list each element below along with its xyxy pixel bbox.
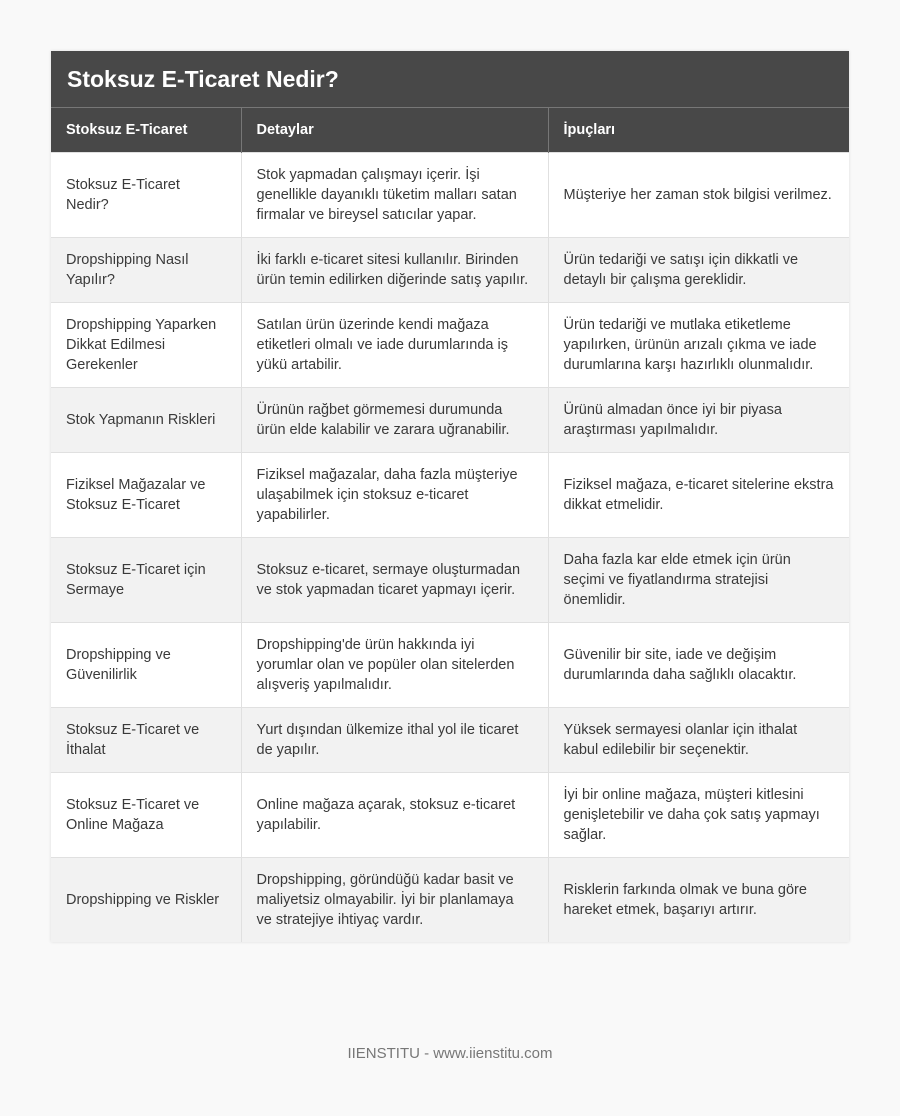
cell-tips: Güvenilir bir site, iade ve değişim duru… <box>547 622 849 708</box>
table-row: Dropshipping ve Riskler Dropshipping, gör… <box>51 857 849 942</box>
header-row: Stoksuz E-Ticaret Detaylar İpuçları <box>51 108 849 153</box>
footer-credit: IIENSTITU - www.iienstitu.com <box>347 1045 553 1062</box>
cell-topic: Dropshipping ve Riskler <box>51 857 241 942</box>
data-table: Stoksuz E-Ticaret Detaylar İpuçları Stok… <box>51 108 849 942</box>
table-row: Dropshipping ve Güvenilirlik Dropshipping… <box>51 622 849 708</box>
cell-tips: Daha fazla kar elde etmek için ürün seçi… <box>547 537 849 623</box>
cell-details: Fiziksel mağazalar, daha fazla müşteriye… <box>240 452 548 538</box>
table-row: Dropshipping Nasıl Yapılır? İki farklı e-… <box>51 237 849 303</box>
table-row: Stoksuz E-Ticaret ve Online Mağaza Online… <box>51 772 849 858</box>
cell-topic: Dropshipping ve Güvenilirlik <box>51 622 241 708</box>
cell-details: Online mağaza açarak, stoksuz e-ticaret … <box>240 772 548 858</box>
cell-details: Dropshipping, göründüğü kadar basit ve m… <box>240 857 548 942</box>
cell-topic: Stoksuz E-Ticaret ve Online Mağaza <box>51 772 241 858</box>
cell-topic: Stok Yapmanın Riskleri <box>51 387 241 453</box>
cell-details: Satılan ürün üzerinde kendi mağaza etike… <box>240 302 548 388</box>
cell-details: Stok yapmadan çalışmayı içerir. İşi gene… <box>240 152 548 238</box>
cell-topic: Stoksuz E-Ticaret için Sermaye <box>51 537 241 623</box>
table-row: Stoksuz E-Ticaret Nedir? Stok yapmadan ça… <box>51 152 849 238</box>
table-row: Dropshipping Yaparken Dikkat Edilmesi Ge… <box>51 302 849 388</box>
cell-details: İki farklı e-ticaret sitesi kullanılır. … <box>240 237 548 303</box>
table-row: Stoksuz E-Ticaret için Sermaye Stoksuz e-… <box>51 537 849 623</box>
cell-tips: Yüksek sermayesi olanlar için ithalat ka… <box>547 707 849 773</box>
column-header: Stoksuz E-Ticaret <box>51 108 241 153</box>
cell-details: Yurt dışından ülkemize ithal yol ile tic… <box>240 707 548 773</box>
cell-topic: Stoksuz E-Ticaret ve İthalat <box>51 707 241 773</box>
cell-details: Dropshipping'de ürün hakkında iyi yoruml… <box>240 622 548 708</box>
cell-tips: Ürünü almadan önce iyi bir piyasa araştı… <box>547 387 849 453</box>
cell-topic: Fiziksel Mağazalar ve Stoksuz E-Ticaret <box>51 452 241 538</box>
cell-tips: Ürün tedariği ve mutlaka etiketleme yapı… <box>547 302 849 388</box>
cell-tips: İyi bir online mağaza, müşteri kitlesini… <box>547 772 849 858</box>
table-title: Stoksuz E-Ticaret Nedir? <box>51 51 849 108</box>
cell-tips: Ürün tedariği ve satışı için dikkatli ve… <box>547 237 849 303</box>
cell-details: Stoksuz e-ticaret, sermaye oluşturmadan … <box>240 537 548 623</box>
cell-topic: Dropshipping Yaparken Dikkat Edilmesi Ge… <box>51 302 241 388</box>
column-header: İpuçları <box>547 108 849 153</box>
table-container: Stoksuz E-Ticaret Nedir? Stoksuz E-Ticar… <box>51 51 849 942</box>
cell-tips: Risklerin farkında olmak ve buna göre ha… <box>547 857 849 942</box>
table-row: Stoksuz E-Ticaret ve İthalat Yurt dışında… <box>51 707 849 773</box>
cell-topic: Dropshipping Nasıl Yapılır? <box>51 237 241 303</box>
table-row: Fiziksel Mağazalar ve Stoksuz E-Ticaret F… <box>51 452 849 538</box>
cell-topic: Stoksuz E-Ticaret Nedir? <box>51 152 241 238</box>
table-row: Stok Yapmanın Riskleri Ürünün rağbet görm… <box>51 387 849 453</box>
cell-tips: Fiziksel mağaza, e-ticaret sitelerine ek… <box>547 452 849 538</box>
cell-details: Ürünün rağbet görmemesi durumunda ürün e… <box>240 387 548 453</box>
cell-tips: Müşteriye her zaman stok bilgisi verilme… <box>547 152 849 238</box>
column-header: Detaylar <box>240 108 548 153</box>
